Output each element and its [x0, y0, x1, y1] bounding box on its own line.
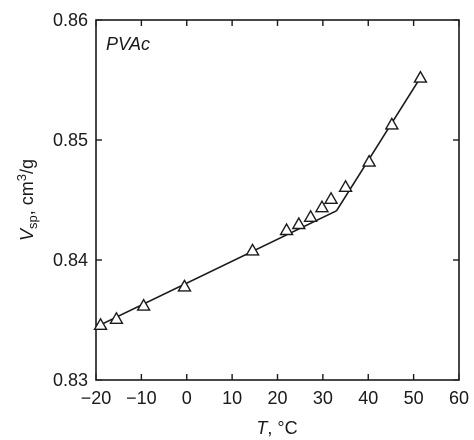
y-tick-label: 0.84 — [53, 250, 88, 270]
data-point — [279, 222, 294, 236]
x-axis-title: T, °C — [256, 418, 297, 438]
x-tick-label: 10 — [222, 388, 242, 408]
data-point — [413, 70, 428, 83]
x-tick-label: −20 — [81, 388, 112, 408]
y-tick-label: 0.83 — [53, 370, 88, 390]
y-axis-title: Vsp, cm3/g — [14, 159, 40, 241]
panel-label: PVAc — [106, 34, 150, 54]
x-tick-label: −10 — [126, 388, 157, 408]
data-point — [291, 216, 307, 230]
y-axis-sup: 3 — [14, 174, 29, 181]
y-axis-var: V — [17, 227, 37, 241]
x-tick-label: 50 — [404, 388, 424, 408]
y-axis-sub: sp — [25, 215, 40, 229]
data-point — [245, 242, 260, 256]
data-points — [93, 70, 428, 330]
x-tick-label: 30 — [313, 388, 333, 408]
y-axis-tail: /g — [17, 159, 37, 174]
data-point — [93, 317, 108, 330]
data-point — [303, 209, 318, 223]
data-point — [384, 116, 400, 130]
data-point — [314, 199, 330, 213]
x-axis-unit: , °C — [267, 418, 297, 438]
data-point — [177, 278, 192, 292]
x-tick-label: 0 — [182, 388, 192, 408]
y-axis-unit: , cm — [17, 181, 37, 215]
plot-frame — [95, 19, 460, 381]
axes — [95, 19, 460, 381]
ticks: −20 −10 0 10 20 30 40 50 60 0.83 0.84 0.85 0.86 — [53, 10, 469, 408]
x-tick-label: 20 — [267, 388, 287, 408]
data-point — [323, 191, 339, 205]
data-point — [136, 298, 151, 311]
y-tick-label: 0.86 — [53, 10, 88, 30]
data-point — [338, 179, 353, 193]
data-point — [361, 154, 377, 167]
x-tick-label: 60 — [449, 388, 469, 408]
x-tick-label: 40 — [358, 388, 378, 408]
data-point — [109, 311, 124, 324]
y-tick-label: 0.85 — [53, 130, 88, 150]
fit-lines — [100, 77, 422, 326]
x-axis-var: T — [256, 418, 269, 438]
